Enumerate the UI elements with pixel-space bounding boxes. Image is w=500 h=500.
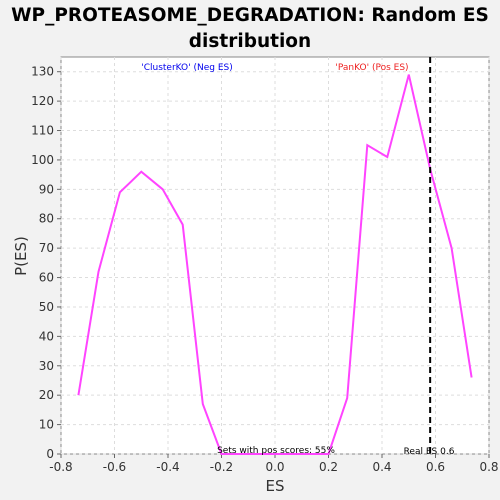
x-tick-label: -0.2 [210, 460, 233, 474]
x-axis-label: ES [266, 477, 285, 495]
y-tick-label: 50 [39, 300, 54, 314]
chart-title-line2: distribution [188, 31, 312, 52]
y-axis-label: P(ES) [12, 236, 30, 276]
y-tick-label: 40 [39, 329, 54, 343]
y-tick-label: 0 [46, 447, 54, 461]
chart-title-line1: WP_PROTEASOME_DEGRADATION: Random ES [11, 5, 489, 26]
axis-ticks: -0.8 -0.6 -0.4 -0.2 0.0 0.2 0.4 0.6 0.8 0 10 20 30 40… [31, 65, 498, 474]
series-line [77, 74, 473, 455]
y-tick-label: 90 [39, 182, 54, 196]
x-tick-label: -0.6 [103, 460, 126, 474]
x-tick-label: 0.8 [479, 460, 498, 474]
y-tick-label: 80 [39, 212, 54, 226]
y-tick-label: 110 [31, 124, 54, 138]
x-tick-label: 0.0 [265, 460, 284, 474]
y-tick-label: 60 [39, 271, 54, 285]
y-tick-label: 20 [39, 388, 54, 402]
x-tick-label: -0.4 [156, 460, 179, 474]
y-tick-label: 70 [39, 241, 54, 255]
x-tick-label: 0.4 [372, 460, 391, 474]
annotation-pos-es: 'PanKO' (Pos ES) [335, 63, 408, 73]
x-tick-label: 0.2 [319, 460, 338, 474]
series-layer [77, 74, 473, 455]
y-tick-label: 10 [39, 418, 54, 432]
y-tick-label: 30 [39, 359, 54, 373]
annotation-sets-pos: Sets with pos scores: 55% [217, 446, 335, 456]
y-tick-label: 130 [31, 65, 54, 79]
annotation-real-es: Real ES 0.6 [404, 447, 455, 457]
grid [60, 57, 490, 455]
y-tick-label: 100 [31, 153, 54, 167]
annotation-neg-es: 'ClusterKO' (Neg ES) [141, 63, 233, 73]
x-tick-label: -0.8 [49, 460, 72, 474]
chart-title: WP_PROTEASOME_DEGRADATION: Random ES dis… [0, 3, 500, 55]
x-tick-label: 0.6 [426, 460, 445, 474]
y-tick-label: 120 [31, 94, 54, 108]
